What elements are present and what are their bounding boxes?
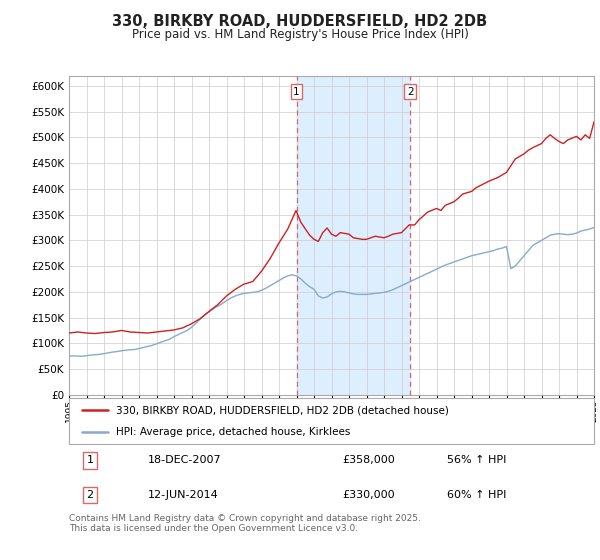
- Text: Price paid vs. HM Land Registry's House Price Index (HPI): Price paid vs. HM Land Registry's House …: [131, 28, 469, 41]
- Text: 2: 2: [86, 489, 94, 500]
- Text: 330, BIRKBY ROAD, HUDDERSFIELD, HD2 2DB (detached house): 330, BIRKBY ROAD, HUDDERSFIELD, HD2 2DB …: [116, 405, 449, 416]
- Bar: [296, 76, 410, 395]
- Text: 1: 1: [86, 455, 94, 465]
- Text: 1: 1: [293, 87, 300, 97]
- Text: £330,000: £330,000: [342, 489, 395, 500]
- Text: £358,000: £358,000: [342, 455, 395, 465]
- Text: Contains HM Land Registry data © Crown copyright and database right 2025.
This d: Contains HM Land Registry data © Crown c…: [69, 514, 421, 533]
- Text: 12-JUN-2014: 12-JUN-2014: [148, 489, 218, 500]
- Text: 18-DEC-2007: 18-DEC-2007: [148, 455, 221, 465]
- Text: 56% ↑ HPI: 56% ↑ HPI: [447, 455, 506, 465]
- Text: 60% ↑ HPI: 60% ↑ HPI: [447, 489, 506, 500]
- Text: 330, BIRKBY ROAD, HUDDERSFIELD, HD2 2DB: 330, BIRKBY ROAD, HUDDERSFIELD, HD2 2DB: [112, 14, 488, 29]
- Text: HPI: Average price, detached house, Kirklees: HPI: Average price, detached house, Kirk…: [116, 427, 350, 437]
- Text: 2: 2: [407, 87, 413, 97]
